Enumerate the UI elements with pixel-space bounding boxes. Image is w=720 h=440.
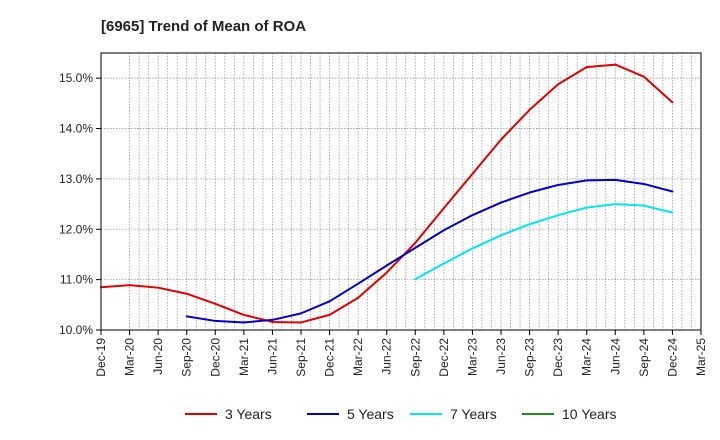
y-tick-label: 15.0% [59, 71, 93, 85]
x-tick-label: Mar-23 [465, 338, 479, 376]
x-axis-ticks: Dec-19 Mar-20 Jun-20 Sep-20 Dec-20 Mar-21 Jun-… [94, 330, 708, 377]
x-tick-label: Dec-23 [551, 338, 565, 377]
x-tick-label: Jun-24 [608, 338, 622, 375]
legend-label: 7 Years [450, 406, 497, 422]
x-tick-label: Jun-23 [494, 338, 508, 375]
x-tick-label: Mar-20 [123, 338, 137, 376]
legend-item-7-years: 7 Years [410, 406, 497, 422]
x-tick-label: Mar-25 [694, 338, 708, 376]
legend-label: 10 Years [562, 406, 617, 422]
x-tick-label: Dec-24 [665, 338, 679, 377]
series-line-3-years [100, 63, 674, 324]
y-tick-label: 14.0% [59, 122, 93, 136]
x-tick-label: Sep-20 [180, 338, 194, 377]
legend: 3 Years 5 Years 7 Years 10 Years [185, 406, 617, 422]
y-tick-label: 13.0% [59, 172, 93, 186]
x-tick-label: Mar-21 [237, 338, 251, 376]
x-tick-label: Mar-22 [351, 338, 365, 376]
legend-item-10-years: 10 Years [522, 406, 617, 422]
x-tick-label: Dec-21 [323, 338, 337, 377]
x-tick-label: Sep-21 [294, 338, 308, 377]
x-tick-label: Jun-22 [380, 338, 394, 375]
x-tick-label: Dec-19 [94, 338, 108, 377]
x-tick-label: Sep-22 [408, 338, 422, 377]
series-line-5-years [185, 178, 674, 324]
series-lines [100, 63, 674, 324]
chart-title: [6965] Trend of Mean of ROA [101, 18, 306, 35]
x-tick-label: Dec-20 [208, 338, 222, 377]
x-tick-label: Sep-24 [637, 338, 651, 377]
x-tick-label: Dec-22 [437, 338, 451, 377]
x-tick-label: Mar-24 [580, 338, 594, 376]
x-tick-label: Sep-23 [523, 338, 537, 377]
y-tick-label: 10.0% [59, 323, 93, 337]
x-tick-label: Jun-20 [151, 338, 165, 375]
legend-label: 3 Years [225, 406, 272, 422]
legend-label: 5 Years [347, 406, 394, 422]
y-tick-label: 12.0% [59, 222, 93, 236]
grid-lines [101, 53, 701, 331]
plot-frame [100, 52, 702, 331]
series-line-7-years [414, 203, 674, 281]
legend-item-5-years: 5 Years [307, 406, 394, 422]
y-axis-ticks: 10.0% 11.0% 12.0% 13.0% 14.0% 15.0% [59, 71, 101, 337]
y-tick-label: 11.0% [60, 273, 93, 287]
x-tick-label: Jun-21 [265, 338, 279, 375]
legend-item-3-years: 3 Years [185, 406, 272, 422]
